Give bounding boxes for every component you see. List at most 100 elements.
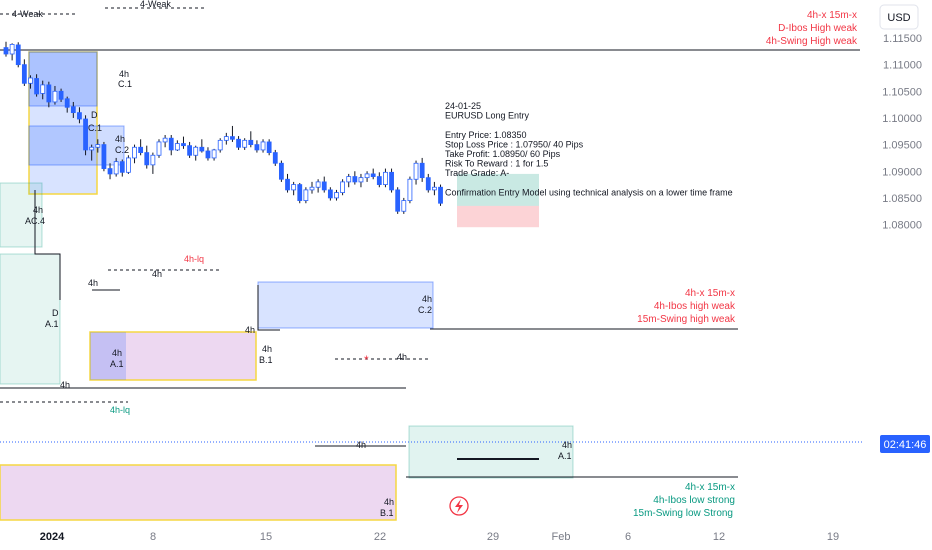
price-axis[interactable]: 1.11500 1.11000 1.10500 1.10000 1.09500 1.090… — [882, 33, 922, 232]
trade-note-line: 24-01-25 — [445, 101, 481, 111]
candle-bull — [211, 149, 217, 159]
time-tick-label: 8 — [150, 531, 156, 543]
position-target-zone — [457, 173, 539, 206]
candle-bull — [174, 143, 180, 151]
weak-label-left: 4-Weak — [12, 9, 43, 19]
zone-label-a1b: A.1 — [110, 359, 124, 369]
position-stop-zone — [457, 205, 539, 228]
candle-bull — [358, 177, 364, 183]
zone-d-label: D — [52, 308, 59, 318]
bottom-right-label-2: 4h-Ibos low strong — [653, 495, 735, 506]
candle-bear — [144, 152, 150, 166]
price-tick-label: 1.09000 — [882, 166, 922, 178]
marker-star: * — [364, 353, 369, 367]
candle-bull — [89, 146, 95, 151]
candle-bear — [21, 64, 27, 84]
candle-bear — [297, 184, 303, 201]
candle-bull — [413, 162, 419, 180]
zone-a1-left — [0, 253, 61, 385]
candle-bull — [162, 137, 168, 143]
candle-bull — [401, 200, 407, 212]
candle-bull — [346, 176, 352, 183]
candle-bear — [107, 168, 113, 175]
candle-bull — [95, 144, 101, 148]
candle-bull — [126, 157, 131, 173]
candle-bear — [419, 162, 425, 179]
candle-bear — [205, 150, 211, 159]
candle-bull — [150, 154, 156, 166]
level-tf-label: 4h — [245, 325, 255, 335]
candle-bull — [223, 136, 229, 141]
candle-bear — [34, 78, 39, 95]
candle-bull — [28, 77, 33, 84]
current-price-tag: 02:41:46 — [880, 435, 930, 453]
zone-a1-mid — [90, 332, 126, 380]
weak-label-mid: 4-Weak — [140, 0, 171, 9]
candle-bull — [431, 186, 437, 191]
candle-bear — [327, 189, 333, 199]
candle-bull — [217, 139, 223, 151]
level-tf-label: 4h — [88, 278, 98, 288]
mid-right-label-2: 4h-Ibos high weak — [654, 301, 736, 312]
zone-label-a1c: A.1 — [558, 451, 572, 461]
time-tick-label: 15 — [260, 531, 272, 543]
time-axis[interactable]: 2024 8 15 22 29 Feb 6 12 19 — [40, 531, 839, 543]
candle-bear — [168, 137, 174, 151]
level-tf-label: 4h — [60, 380, 70, 390]
candle-bear — [230, 136, 235, 140]
zone-label-c2: C.2 — [115, 145, 129, 155]
candle-bull — [407, 178, 413, 201]
time-tick-label: 29 — [487, 531, 499, 543]
candle-bull — [242, 139, 248, 148]
zone-tf-label: 4h — [115, 134, 125, 144]
zone-b1-mid — [89, 331, 257, 381]
mid-right-label-1: 4h-x 15m-x — [685, 288, 735, 299]
lightning-icon[interactable] — [449, 496, 469, 516]
zone-c2 — [28, 125, 125, 166]
candle-bull — [113, 161, 119, 175]
zone-tf-label: 4h — [422, 294, 432, 304]
candle-bull — [52, 90, 58, 103]
candle-bear — [395, 189, 401, 212]
top-right-label-1: 4h-x 15m-x — [807, 10, 857, 21]
structure-line-1 — [34, 190, 61, 300]
zone-label-b1b: B.1 — [380, 508, 394, 518]
candle-bear — [376, 176, 382, 185]
level-tf-label: 4h — [397, 352, 407, 362]
candle-bull — [334, 192, 339, 199]
candle-bear — [236, 138, 241, 148]
zone-label-b1: B.1 — [259, 355, 273, 365]
zone-label-ac4: AC.4 — [25, 216, 45, 226]
candle-bear — [278, 162, 284, 180]
price-axis-bg[interactable] — [862, 0, 932, 550]
countdown-label: 02:41:46 — [884, 439, 927, 451]
zone-tf-label: 4h — [384, 497, 394, 507]
zone-b1-bottom — [0, 464, 397, 521]
trade-note-line: EURUSD Long Entry — [445, 111, 530, 121]
trade-note-line: Entry Price: 1.08350 — [445, 130, 527, 140]
currency-button[interactable]: USD — [879, 4, 919, 30]
candle-bull — [309, 186, 315, 191]
candle-bull — [315, 181, 321, 188]
zone-label-c1: C.1 — [118, 79, 132, 89]
candle-bull — [303, 189, 309, 201]
zone-tf-label: 4h — [33, 205, 43, 215]
labels-layer: 4-Weak 4-Weak 4h-x 15m-x D-Ibos High weak 4h… — [12, 0, 858, 519]
zone-c2-right — [257, 281, 434, 329]
candle-bear — [138, 146, 144, 153]
candle-bear — [321, 181, 327, 191]
time-tick-label: 19 — [827, 531, 839, 543]
lq-label-teal: 4h-lq — [110, 405, 130, 415]
time-tick-label: 22 — [374, 531, 386, 543]
price-tick-label: 1.11500 — [883, 33, 922, 45]
trade-note-line: Take Profit: 1.08950/ 60 Pips — [445, 149, 561, 159]
time-tick-label: 6 — [625, 531, 631, 543]
candle-bull — [364, 173, 370, 179]
zone-d-label: D — [91, 110, 98, 120]
candle-bear — [352, 176, 358, 183]
candle-bear — [254, 144, 260, 151]
trade-note-line: Confirmation Entry Model using technical… — [445, 187, 733, 197]
candle-bear — [46, 84, 52, 103]
candle-bear — [101, 144, 107, 169]
